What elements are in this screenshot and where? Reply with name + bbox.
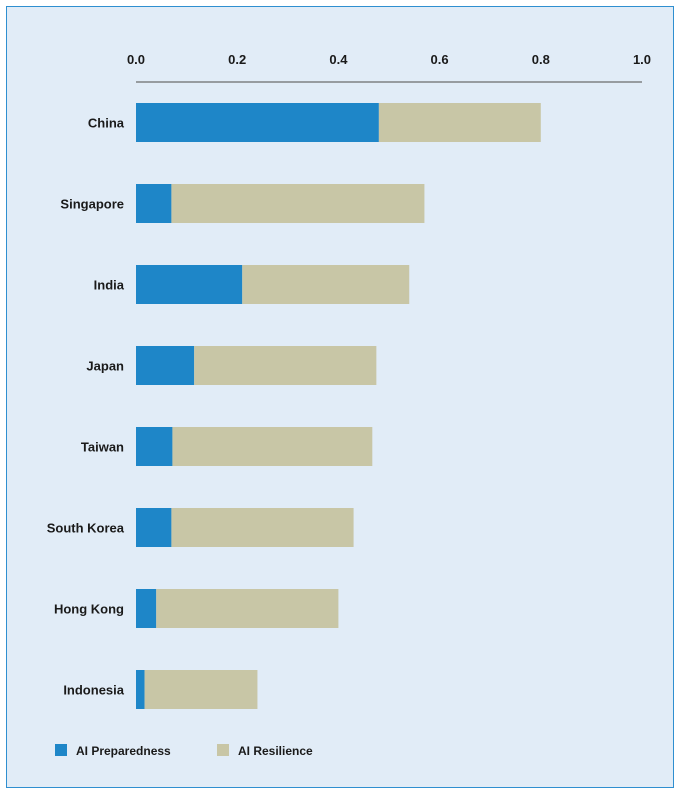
- bar-resilience: [144, 670, 258, 709]
- category-label: Indonesia: [63, 683, 124, 698]
- category-label: Japan: [86, 359, 124, 374]
- x-tick-label: 1.0: [633, 52, 651, 67]
- bar-resilience: [172, 427, 373, 466]
- legend-swatch: [217, 744, 229, 756]
- bar-resilience: [242, 265, 410, 304]
- bar-preparedness: [136, 184, 172, 223]
- category-label: Hong Kong: [54, 602, 124, 617]
- x-tick-label: 0.0: [127, 52, 145, 67]
- bar-preparedness: [136, 103, 379, 142]
- bar-preparedness: [136, 265, 243, 304]
- category-label: Taiwan: [81, 440, 124, 455]
- bar-resilience: [156, 589, 339, 628]
- bar-resilience: [378, 103, 541, 142]
- category-label: China: [88, 116, 125, 131]
- category-labels: China Singapore India Japan Taiwan South Kore…: [47, 116, 125, 698]
- bars: [136, 103, 541, 709]
- x-tick-label: 0.6: [431, 52, 449, 67]
- x-axis: 0.0 0.2 0.4 0.6 0.8 1.0: [127, 52, 651, 83]
- bar-resilience: [194, 346, 377, 385]
- bar-resilience: [171, 508, 354, 547]
- x-tick-label: 0.4: [329, 52, 348, 67]
- legend-swatch: [55, 744, 67, 756]
- bar-preparedness: [136, 346, 195, 385]
- bar-preparedness: [136, 427, 173, 466]
- legend: AI Preparedness AI Resilience: [55, 744, 313, 758]
- bar-resilience: [171, 184, 425, 223]
- bar-preparedness: [136, 508, 172, 547]
- legend-label: AI Resilience: [238, 744, 313, 758]
- category-label: Singapore: [60, 197, 124, 212]
- category-label: India: [94, 278, 125, 293]
- x-tick-label: 0.2: [228, 52, 246, 67]
- legend-label: AI Preparedness: [76, 744, 171, 758]
- x-tick-label: 0.8: [532, 52, 550, 67]
- bar-preparedness: [136, 589, 157, 628]
- bar-preparedness: [136, 670, 145, 709]
- category-label: South Korea: [47, 521, 125, 536]
